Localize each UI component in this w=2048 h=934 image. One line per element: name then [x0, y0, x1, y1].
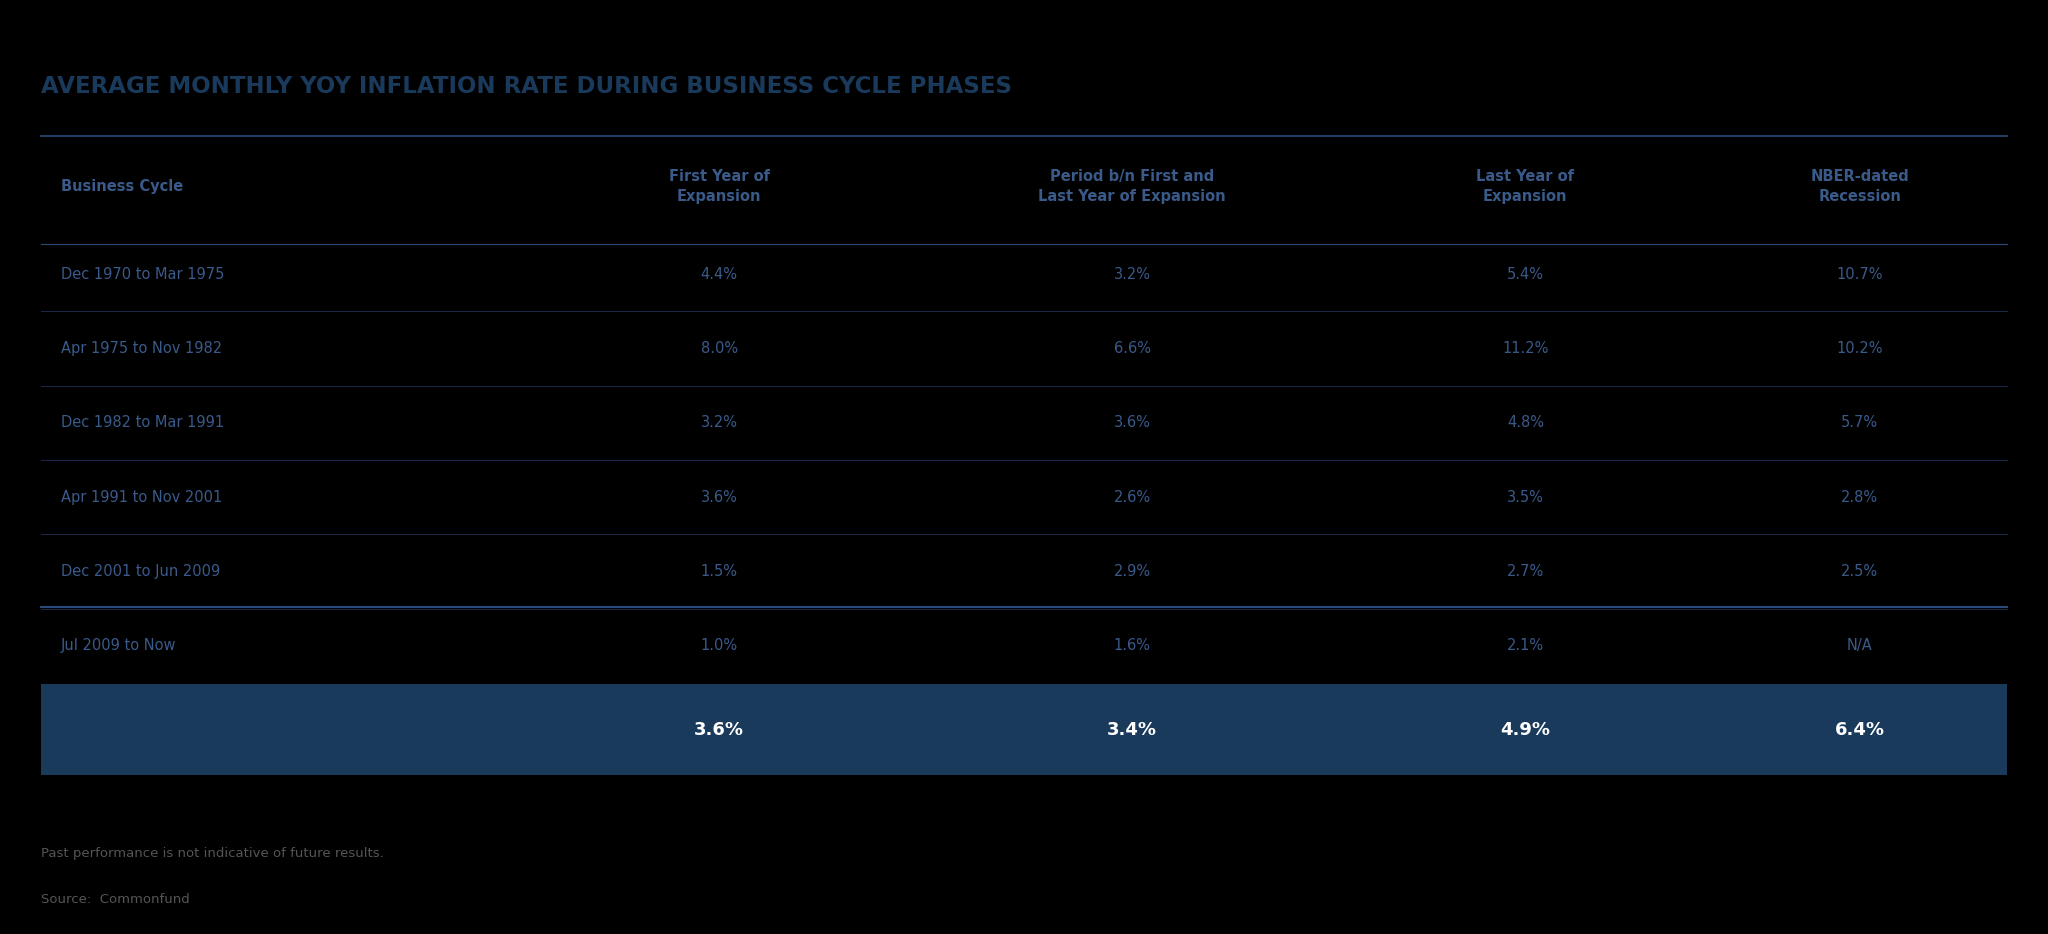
FancyBboxPatch shape: [41, 685, 2007, 775]
Text: Source:  Commonfund: Source: Commonfund: [41, 893, 190, 906]
Text: Jul 2009 to Now: Jul 2009 to Now: [61, 638, 176, 653]
Text: N/A: N/A: [1847, 638, 1872, 653]
Text: 3.5%: 3.5%: [1507, 489, 1544, 504]
Text: 2.7%: 2.7%: [1507, 564, 1544, 579]
Text: 6.4%: 6.4%: [1835, 721, 1884, 739]
Text: 11.2%: 11.2%: [1501, 341, 1548, 356]
Text: 4.4%: 4.4%: [700, 267, 737, 282]
Text: 8.0%: 8.0%: [700, 341, 737, 356]
Text: 10.2%: 10.2%: [1837, 341, 1882, 356]
Text: NBER-dated
Recession: NBER-dated Recession: [1810, 169, 1909, 204]
Text: Apr 1975 to Nov 1982: Apr 1975 to Nov 1982: [61, 341, 221, 356]
Text: 3.6%: 3.6%: [694, 721, 743, 739]
Text: 1.0%: 1.0%: [700, 638, 737, 653]
Text: 2.5%: 2.5%: [1841, 564, 1878, 579]
Text: Business Cycle: Business Cycle: [61, 178, 182, 193]
Text: 6.6%: 6.6%: [1114, 341, 1151, 356]
Text: Dec 2001 to Jun 2009: Dec 2001 to Jun 2009: [61, 564, 219, 579]
Text: 3.2%: 3.2%: [1114, 267, 1151, 282]
Text: AVERAGE MONTHLY YOY INFLATION RATE DURING BUSINESS CYCLE PHASES: AVERAGE MONTHLY YOY INFLATION RATE DURIN…: [41, 76, 1012, 98]
Text: Dec 1982 to Mar 1991: Dec 1982 to Mar 1991: [61, 416, 223, 431]
Text: 10.7%: 10.7%: [1837, 267, 1882, 282]
Text: 3.6%: 3.6%: [1114, 416, 1151, 431]
Text: 2.1%: 2.1%: [1507, 638, 1544, 653]
Text: Dec 1970 to Mar 1975: Dec 1970 to Mar 1975: [61, 267, 223, 282]
Text: First Year of
Expansion: First Year of Expansion: [670, 169, 770, 204]
Text: 3.4%: 3.4%: [1108, 721, 1157, 739]
Text: 2.8%: 2.8%: [1841, 489, 1878, 504]
Text: 1.6%: 1.6%: [1114, 638, 1151, 653]
Text: Last Year of
Expansion: Last Year of Expansion: [1477, 169, 1575, 204]
Text: 4.9%: 4.9%: [1501, 721, 1550, 739]
Text: 2.6%: 2.6%: [1114, 489, 1151, 504]
Text: 5.4%: 5.4%: [1507, 267, 1544, 282]
Text: 3.6%: 3.6%: [700, 489, 737, 504]
Text: 2.9%: 2.9%: [1114, 564, 1151, 579]
Text: 3.2%: 3.2%: [700, 416, 737, 431]
Text: Period b/n First and
Last Year of Expansion: Period b/n First and Last Year of Expans…: [1038, 169, 1227, 204]
Text: 1.5%: 1.5%: [700, 564, 737, 579]
Text: Past performance is not indicative of future results.: Past performance is not indicative of fu…: [41, 847, 383, 860]
Text: 5.7%: 5.7%: [1841, 416, 1878, 431]
Text: Apr 1991 to Nov 2001: Apr 1991 to Nov 2001: [61, 489, 221, 504]
Text: 4.8%: 4.8%: [1507, 416, 1544, 431]
